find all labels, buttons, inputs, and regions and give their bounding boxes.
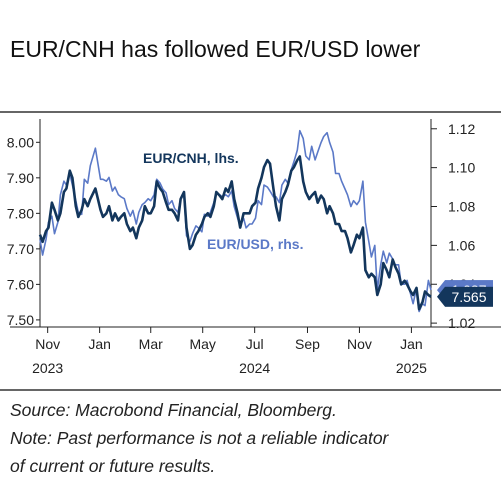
line-chart: Nov 2023 Jan Mar May Jul 2024 Sep Nov Jan 2025 8.0…: [7, 119, 501, 376]
x-year-label: 2023: [32, 360, 63, 376]
disclaimer-line-1: Note: Past performance is not a reliable…: [10, 428, 389, 448]
series-layer: [38, 129, 432, 313]
eurcnh-last-value-value: 7.565: [451, 289, 486, 305]
top-divider: [0, 111, 501, 113]
disclaimer-line-2: of current or future results.: [10, 456, 216, 476]
x-tick-label: Nov: [35, 336, 60, 352]
eurcnh-last-value-box: [445, 286, 493, 307]
x-axis: Nov 2023 Jan Mar May Jul 2024 Sep Nov Jan 2025: [10, 326, 501, 376]
bottom-divider: [0, 389, 501, 391]
left-tick-label: 7.50: [7, 312, 34, 328]
x-tick-label: Nov: [347, 336, 372, 352]
x-year-label: 2025: [396, 360, 427, 376]
x-tick-label: Sep: [295, 336, 320, 352]
left-tick-label: 7.70: [7, 241, 34, 257]
x-tick-label: Jan: [88, 336, 111, 352]
eurcnh-last-value-pointer: [437, 286, 445, 307]
x-tick-label: Jul: [246, 336, 264, 352]
x-year-label: 2024: [239, 360, 270, 376]
left-y-axis: 8.00 7.90 7.80 7.70 7.60 7.50: [7, 119, 41, 328]
eurcnh-last-value-group: 7.565: [437, 286, 493, 307]
right-tick-label: 1.12: [448, 121, 475, 137]
right-tick-label: 1.08: [448, 199, 475, 215]
right-tick-label: 1.10: [448, 160, 475, 176]
x-tick-label: Mar: [139, 336, 163, 352]
footer: Source: Macrobond Financial, Bloomberg. …: [10, 396, 495, 480]
left-tick-label: 7.90: [7, 170, 34, 186]
labels-layer: EUR/CNH, lhs.EUR/USD, rhs.1.0377.565: [143, 150, 493, 307]
x-tick-label: Jan: [400, 336, 423, 352]
eurusd-series-label: EUR/USD, rhs.: [207, 236, 303, 252]
x-tick-label: May: [189, 336, 215, 352]
left-tick-label: 8.00: [7, 134, 34, 150]
chart-title: EUR/CNH has followed EUR/USD lower: [10, 36, 421, 62]
right-tick-label: 1.06: [448, 237, 475, 253]
right-tick-label: 1.02: [448, 315, 475, 331]
left-tick-label: 7.80: [7, 205, 34, 221]
source-note: Source: Macrobond Financial, Bloomberg.: [10, 400, 337, 420]
left-tick-label: 7.60: [7, 276, 34, 292]
eurcnh-series-line: [38, 155, 432, 311]
eurcnh-series-label: EUR/CNH, lhs.: [143, 150, 239, 166]
